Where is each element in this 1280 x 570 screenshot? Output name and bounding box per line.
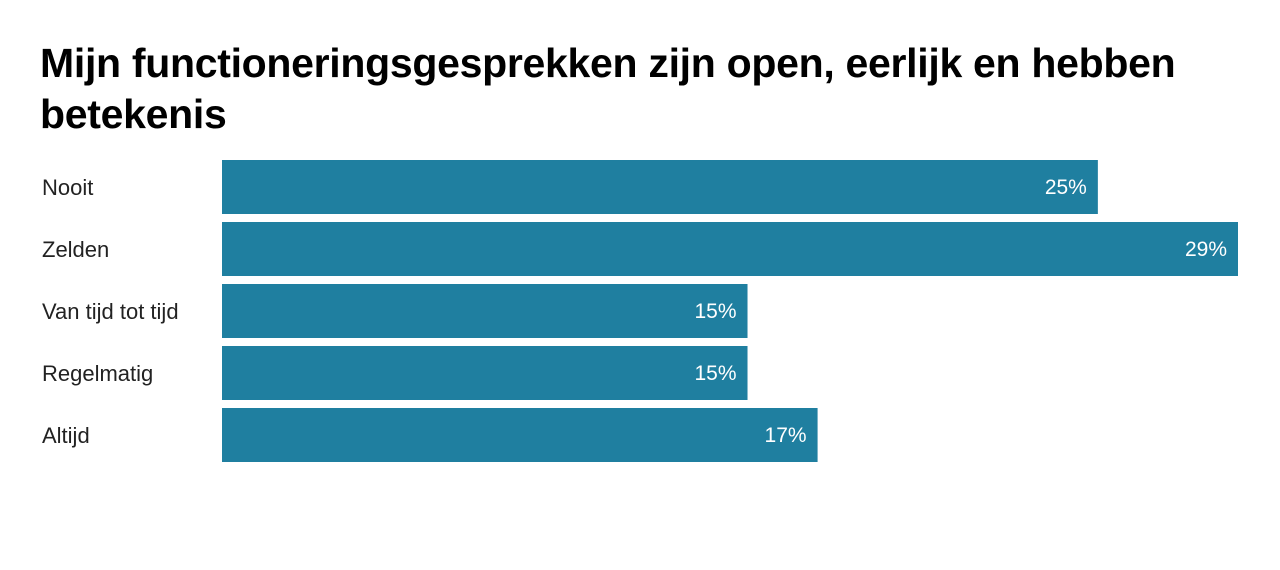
bar-zelden (222, 222, 1238, 276)
bar-regelmatig (222, 346, 748, 400)
value-label-van-tijd-tot-tijd: 15% (694, 300, 736, 323)
value-label-zelden: 29% (1185, 238, 1227, 261)
category-label-nooit: Nooit (42, 175, 93, 200)
bars-group (222, 160, 1238, 462)
labels-group: Nooit 25% Zelden 29% Van tijd tot tijd 15% Reg… (42, 175, 1227, 448)
bar-altijd (222, 408, 818, 462)
value-label-regelmatig: 15% (694, 362, 736, 385)
category-label-regelmatig: Regelmatig (42, 361, 153, 386)
chart-title: Mijn functioneringsgesprekken zijn open,… (40, 40, 1176, 137)
value-label-altijd: 17% (765, 424, 807, 447)
category-label-zelden: Zelden (42, 237, 109, 262)
bar-van-tijd-tot-tijd (222, 284, 748, 338)
category-label-van-tijd-tot-tijd: Van tijd tot tijd (42, 299, 179, 324)
value-label-nooit: 25% (1045, 176, 1087, 199)
bar-nooit (222, 160, 1098, 214)
category-label-altijd: Altijd (42, 423, 90, 448)
